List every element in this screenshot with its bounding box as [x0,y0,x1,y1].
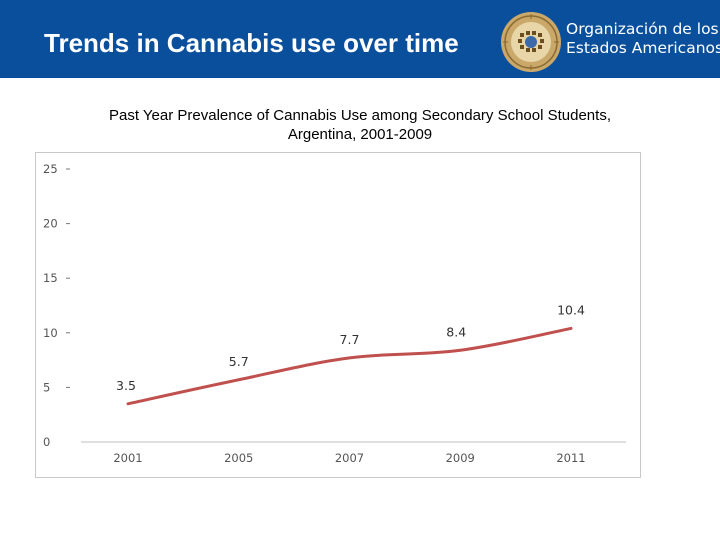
page-title: Trends in Cannabis use over time [44,28,459,58]
data-label: 8.4 [446,324,466,339]
data-label: 7.7 [340,332,360,347]
data-label: 3.5 [116,378,136,393]
x-tick-label: 2005 [224,451,253,465]
y-tick-label: 20 [43,217,58,231]
x-tick-label: 2001 [113,451,142,465]
header-banner: Trends in Cannabis use over time Organiz… [0,0,720,78]
chart-title-line2: Argentina, 2001-2009 [287,126,433,143]
chart-frame: 0 5 10 15 20 25 2001 2005 2007 2009 2011 3.5 5.7 7.7 8… [35,152,641,478]
y-tick-label: 0 [43,435,50,449]
y-tick-label: 5 [43,380,50,394]
x-tick-label: 2009 [446,451,475,465]
x-tick-label: 2011 [556,451,585,465]
oas-seal-icon [501,12,561,72]
org-name-line2: Estados Americanos [566,39,720,57]
data-label: 5.7 [229,354,249,369]
y-tick-label: 10 [43,326,58,340]
chart-title: Past Year Prevalence of Cannabis Use amo… [40,106,680,144]
line-chart: 0 5 10 15 20 25 2001 2005 2007 2009 2011 3.5 5.7 7.7 8… [43,162,626,465]
chart-title-line1: Past Year Prevalence of Cannabis Use amo… [109,107,611,124]
y-tick-label: 25 [43,162,58,176]
organization-name: Organización de los Estados Americanos [566,20,720,58]
organization-logo: Organización de los Estados Americanos [498,8,720,72]
org-name-line1: Organización de los [566,20,719,38]
x-tick-label: 2007 [335,451,364,465]
data-label: 10.4 [557,302,585,317]
y-tick-label: 15 [43,271,58,285]
